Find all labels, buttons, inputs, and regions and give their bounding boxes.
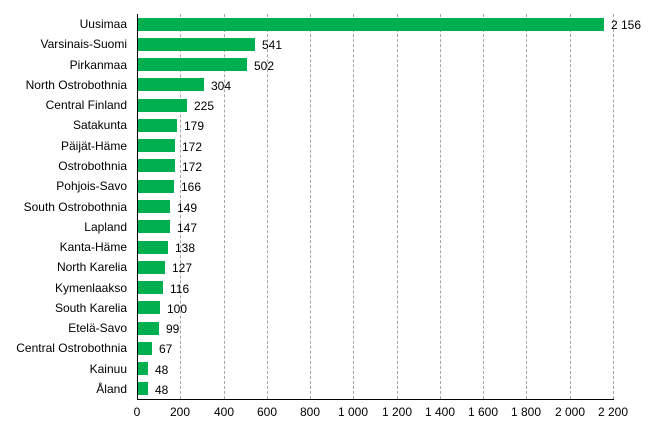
category-label: Kanta-Häme (59, 240, 127, 254)
category-label: Varsinais-Suomi (40, 37, 127, 51)
x-tick-label: 2 000 (554, 405, 586, 419)
bar (138, 281, 163, 294)
category-label: Kainuu (89, 362, 127, 376)
gridline (526, 14, 527, 399)
x-tick-label: 1 400 (424, 405, 456, 419)
x-tick-label: 2 200 (597, 405, 629, 419)
value-label: 138 (175, 241, 196, 255)
value-label: 179 (184, 119, 205, 133)
value-label: 541 (262, 38, 283, 52)
bar (138, 78, 204, 91)
category-label: Etelä-Savo (68, 321, 127, 335)
bar (138, 200, 170, 213)
category-label: Pirkanmaa (69, 58, 127, 72)
value-label: 166 (181, 180, 202, 194)
gridline (440, 14, 441, 399)
y-axis-line (137, 14, 138, 400)
bar (138, 362, 148, 375)
x-tick-label: 600 (256, 405, 278, 419)
bar (138, 241, 168, 254)
x-tick-label: 0 (133, 405, 141, 419)
category-label: Åland (96, 382, 127, 396)
value-label: 116 (170, 282, 190, 296)
category-label: Pohjois-Savo (56, 179, 127, 193)
category-label: South Ostrobothnia (23, 200, 127, 214)
bar (138, 18, 604, 31)
category-label: Uusimaa (79, 17, 127, 31)
gridline (397, 14, 398, 399)
value-label: 48 (155, 363, 169, 377)
value-label: 147 (177, 221, 198, 235)
gridline (267, 14, 268, 399)
value-label: 172 (182, 140, 203, 154)
bar (138, 119, 177, 132)
gridline (483, 14, 484, 399)
x-tick-label: 1 200 (381, 405, 413, 419)
bar (138, 301, 160, 314)
x-tick-label: 400 (213, 405, 235, 419)
value-label: 149 (177, 201, 198, 215)
x-tick-label: 800 (299, 405, 321, 419)
category-label: North Karelia (56, 260, 127, 274)
value-label: 99 (166, 322, 180, 336)
gridline (570, 14, 571, 399)
value-label: 127 (172, 261, 193, 275)
gridline (353, 14, 354, 399)
value-label: 304 (211, 79, 232, 93)
value-label: 172 (182, 160, 203, 174)
bar (138, 159, 175, 172)
x-tick-label: 1 800 (510, 405, 542, 419)
x-tick-label: 1 000 (337, 405, 369, 419)
bar (138, 342, 152, 355)
category-label: Lapland (84, 220, 127, 234)
gridline (224, 14, 225, 399)
x-tick-label: 200 (169, 405, 191, 419)
value-label: 48 (155, 383, 169, 397)
category-label: South Karelia (54, 301, 127, 315)
value-label: 225 (194, 99, 215, 113)
category-label: Ostrobothnia (58, 159, 127, 173)
gridline (180, 14, 181, 399)
x-axis-line (137, 399, 614, 400)
bar (138, 220, 170, 233)
x-tick-label: 1 600 (467, 405, 499, 419)
bar (138, 139, 175, 152)
category-label: Satakunta (72, 118, 127, 132)
value-label: 67 (159, 342, 173, 356)
value-label: 100 (167, 302, 188, 316)
category-label: Päijät-Häme (60, 139, 127, 153)
bar (138, 322, 159, 335)
gridline (310, 14, 311, 399)
bar (138, 180, 174, 193)
bar (138, 382, 148, 395)
bar (138, 99, 187, 112)
gridline (613, 14, 614, 399)
category-label: Central Ostrobothnia (16, 341, 127, 355)
category-label: North Ostrobothnia (25, 78, 127, 92)
bar (138, 38, 255, 51)
category-label: Central Finland (45, 98, 127, 112)
bar (138, 261, 165, 274)
value-label: 502 (254, 59, 275, 73)
value-label: 2 156 (611, 18, 642, 32)
bar (138, 58, 247, 71)
category-label: Kymenlaakso (54, 281, 127, 295)
